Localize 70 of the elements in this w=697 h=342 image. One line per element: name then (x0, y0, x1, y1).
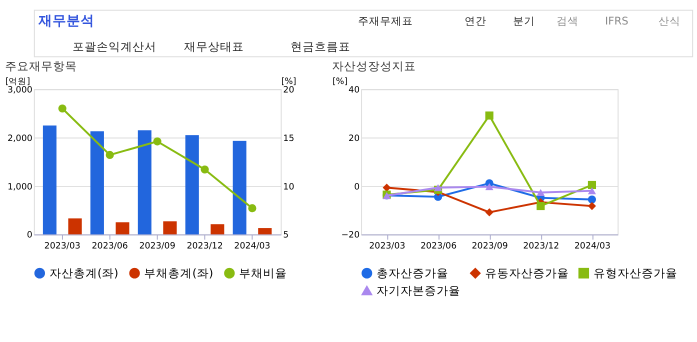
text: 산식 (658, 14, 680, 28)
point (248, 204, 256, 212)
legend-label: 자산총계(좌) (49, 266, 118, 280)
y-tick-label: 0 (354, 182, 360, 192)
legend-label: 총자산증가율 (376, 266, 449, 280)
y-axis-title: [%] (332, 76, 348, 87)
y-tick-label: 0 (26, 230, 32, 241)
x-tick-label: 2024/03 (574, 241, 611, 252)
bar (232, 140, 246, 234)
chart-title: 자산성장성지표 (332, 58, 416, 73)
x-tick-label: 2023/09 (472, 241, 508, 252)
y-tick-label: 1,000 (8, 182, 32, 192)
bar (258, 228, 272, 234)
legend-label: 유형자산증가율 (593, 266, 678, 280)
legend-label: 부채총계(좌) (144, 266, 214, 280)
y-tick-label: 20 (348, 134, 360, 144)
bar (42, 125, 56, 234)
y-tick-label: 40 (348, 86, 360, 96)
x-tick-label: 2023/06 (92, 241, 128, 252)
point (382, 184, 391, 192)
point (200, 165, 209, 174)
y-tick-label: −20 (341, 230, 360, 241)
bar (68, 218, 82, 234)
point (536, 202, 545, 210)
point (588, 202, 596, 210)
y-tick-label: 2,000 (8, 134, 32, 144)
x-tick-label: 2024/03 (234, 241, 270, 252)
point (153, 137, 162, 146)
point (434, 184, 442, 192)
text: 검색 (556, 14, 579, 28)
y-tick-label: 3,000 (8, 86, 32, 96)
legend-label: 부채비율 (239, 266, 288, 280)
point (485, 208, 494, 216)
bar (90, 131, 104, 234)
x-tick-label: 2023/03 (369, 241, 406, 252)
text: 재무상태표 (184, 39, 244, 54)
x-tick-label: 2023/03 (44, 241, 80, 252)
text: 재무분석 (38, 13, 95, 30)
text: 포괄손익계산서 (72, 39, 157, 54)
point (588, 180, 596, 190)
x-tick-label: 2023/09 (139, 241, 176, 252)
x-tick-label: 2023/12 (186, 241, 223, 252)
y2-tick-label: 15 (283, 134, 294, 144)
text: IFRS (605, 14, 629, 28)
legend-label: 자기자본증가율 (376, 283, 461, 298)
point (58, 104, 66, 113)
y2-axis-title: [%] (281, 76, 296, 87)
y2-tick-label: 20 (283, 86, 294, 96)
bar (185, 135, 199, 234)
bar (210, 224, 224, 234)
text: 주재무제표 (358, 14, 414, 28)
y2-tick-label: 5 (283, 230, 289, 241)
x-tick-label: 2023/12 (523, 241, 560, 252)
text: 현금흐름표 (290, 39, 350, 54)
point (106, 150, 114, 160)
chart-title: 주요재무항목 (4, 58, 77, 73)
x-tick-label: 2023/06 (420, 241, 457, 252)
point (485, 183, 494, 190)
point (588, 187, 596, 194)
legend-label: 유동자산증가율 (484, 266, 569, 280)
bar (163, 221, 177, 234)
text: 분기 (513, 14, 536, 28)
y-axis-title: [억원] (5, 76, 30, 87)
text: 연간 (464, 14, 487, 28)
y2-tick-label: 10 (283, 182, 294, 192)
bar (138, 130, 152, 234)
point (536, 188, 545, 196)
point (588, 195, 596, 204)
bar (116, 222, 130, 234)
point (485, 111, 494, 120)
